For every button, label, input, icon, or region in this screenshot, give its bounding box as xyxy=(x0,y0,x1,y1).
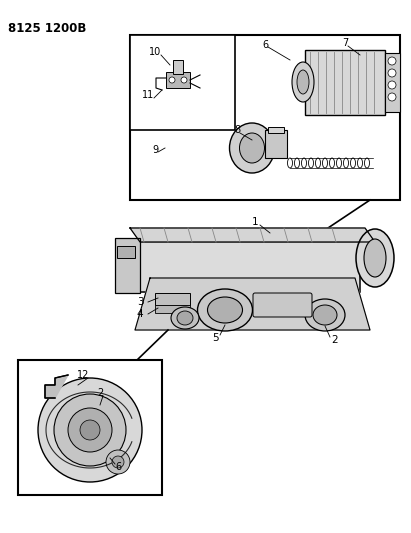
Bar xyxy=(115,238,140,293)
Ellipse shape xyxy=(305,299,345,331)
Text: 2: 2 xyxy=(332,335,338,345)
Text: 3: 3 xyxy=(137,297,143,307)
Ellipse shape xyxy=(177,311,193,325)
Text: 12: 12 xyxy=(77,370,89,380)
Ellipse shape xyxy=(171,307,199,329)
Circle shape xyxy=(112,456,124,468)
Text: 6: 6 xyxy=(262,40,268,50)
Ellipse shape xyxy=(240,133,265,163)
FancyBboxPatch shape xyxy=(253,293,312,317)
Text: 2: 2 xyxy=(97,388,103,398)
Text: 11: 11 xyxy=(142,90,154,100)
Bar xyxy=(265,130,287,158)
Ellipse shape xyxy=(297,70,309,94)
Bar xyxy=(173,60,183,74)
Polygon shape xyxy=(45,375,68,398)
Circle shape xyxy=(54,394,126,466)
Bar xyxy=(305,50,385,115)
Bar xyxy=(155,305,190,313)
Ellipse shape xyxy=(292,62,314,102)
Ellipse shape xyxy=(208,297,242,323)
Circle shape xyxy=(68,408,112,452)
Ellipse shape xyxy=(364,239,386,277)
Circle shape xyxy=(38,378,142,482)
Bar xyxy=(166,72,190,88)
Ellipse shape xyxy=(229,123,275,173)
Circle shape xyxy=(169,77,175,83)
Circle shape xyxy=(388,57,396,65)
Ellipse shape xyxy=(356,229,394,287)
Bar xyxy=(130,35,400,200)
Text: 8125 1200B: 8125 1200B xyxy=(8,22,86,35)
Text: 1: 1 xyxy=(252,217,258,227)
Text: 4: 4 xyxy=(137,309,143,319)
Text: 10: 10 xyxy=(149,47,161,57)
Text: 5: 5 xyxy=(212,333,218,343)
Circle shape xyxy=(181,77,187,83)
Bar xyxy=(117,246,135,258)
Bar xyxy=(155,293,190,305)
Ellipse shape xyxy=(313,305,337,325)
Bar xyxy=(268,127,284,133)
Ellipse shape xyxy=(198,289,252,331)
Circle shape xyxy=(388,69,396,77)
Text: 6: 6 xyxy=(115,462,121,472)
Bar xyxy=(385,53,400,112)
Circle shape xyxy=(388,81,396,89)
Circle shape xyxy=(80,420,100,440)
Polygon shape xyxy=(135,278,370,330)
Bar xyxy=(130,242,360,292)
Text: 7: 7 xyxy=(342,38,348,48)
Text: 8: 8 xyxy=(234,125,240,135)
Circle shape xyxy=(388,93,396,101)
Text: 9: 9 xyxy=(152,145,158,155)
Circle shape xyxy=(106,450,130,474)
Bar xyxy=(18,360,162,495)
Bar xyxy=(130,35,235,130)
Polygon shape xyxy=(130,228,375,242)
